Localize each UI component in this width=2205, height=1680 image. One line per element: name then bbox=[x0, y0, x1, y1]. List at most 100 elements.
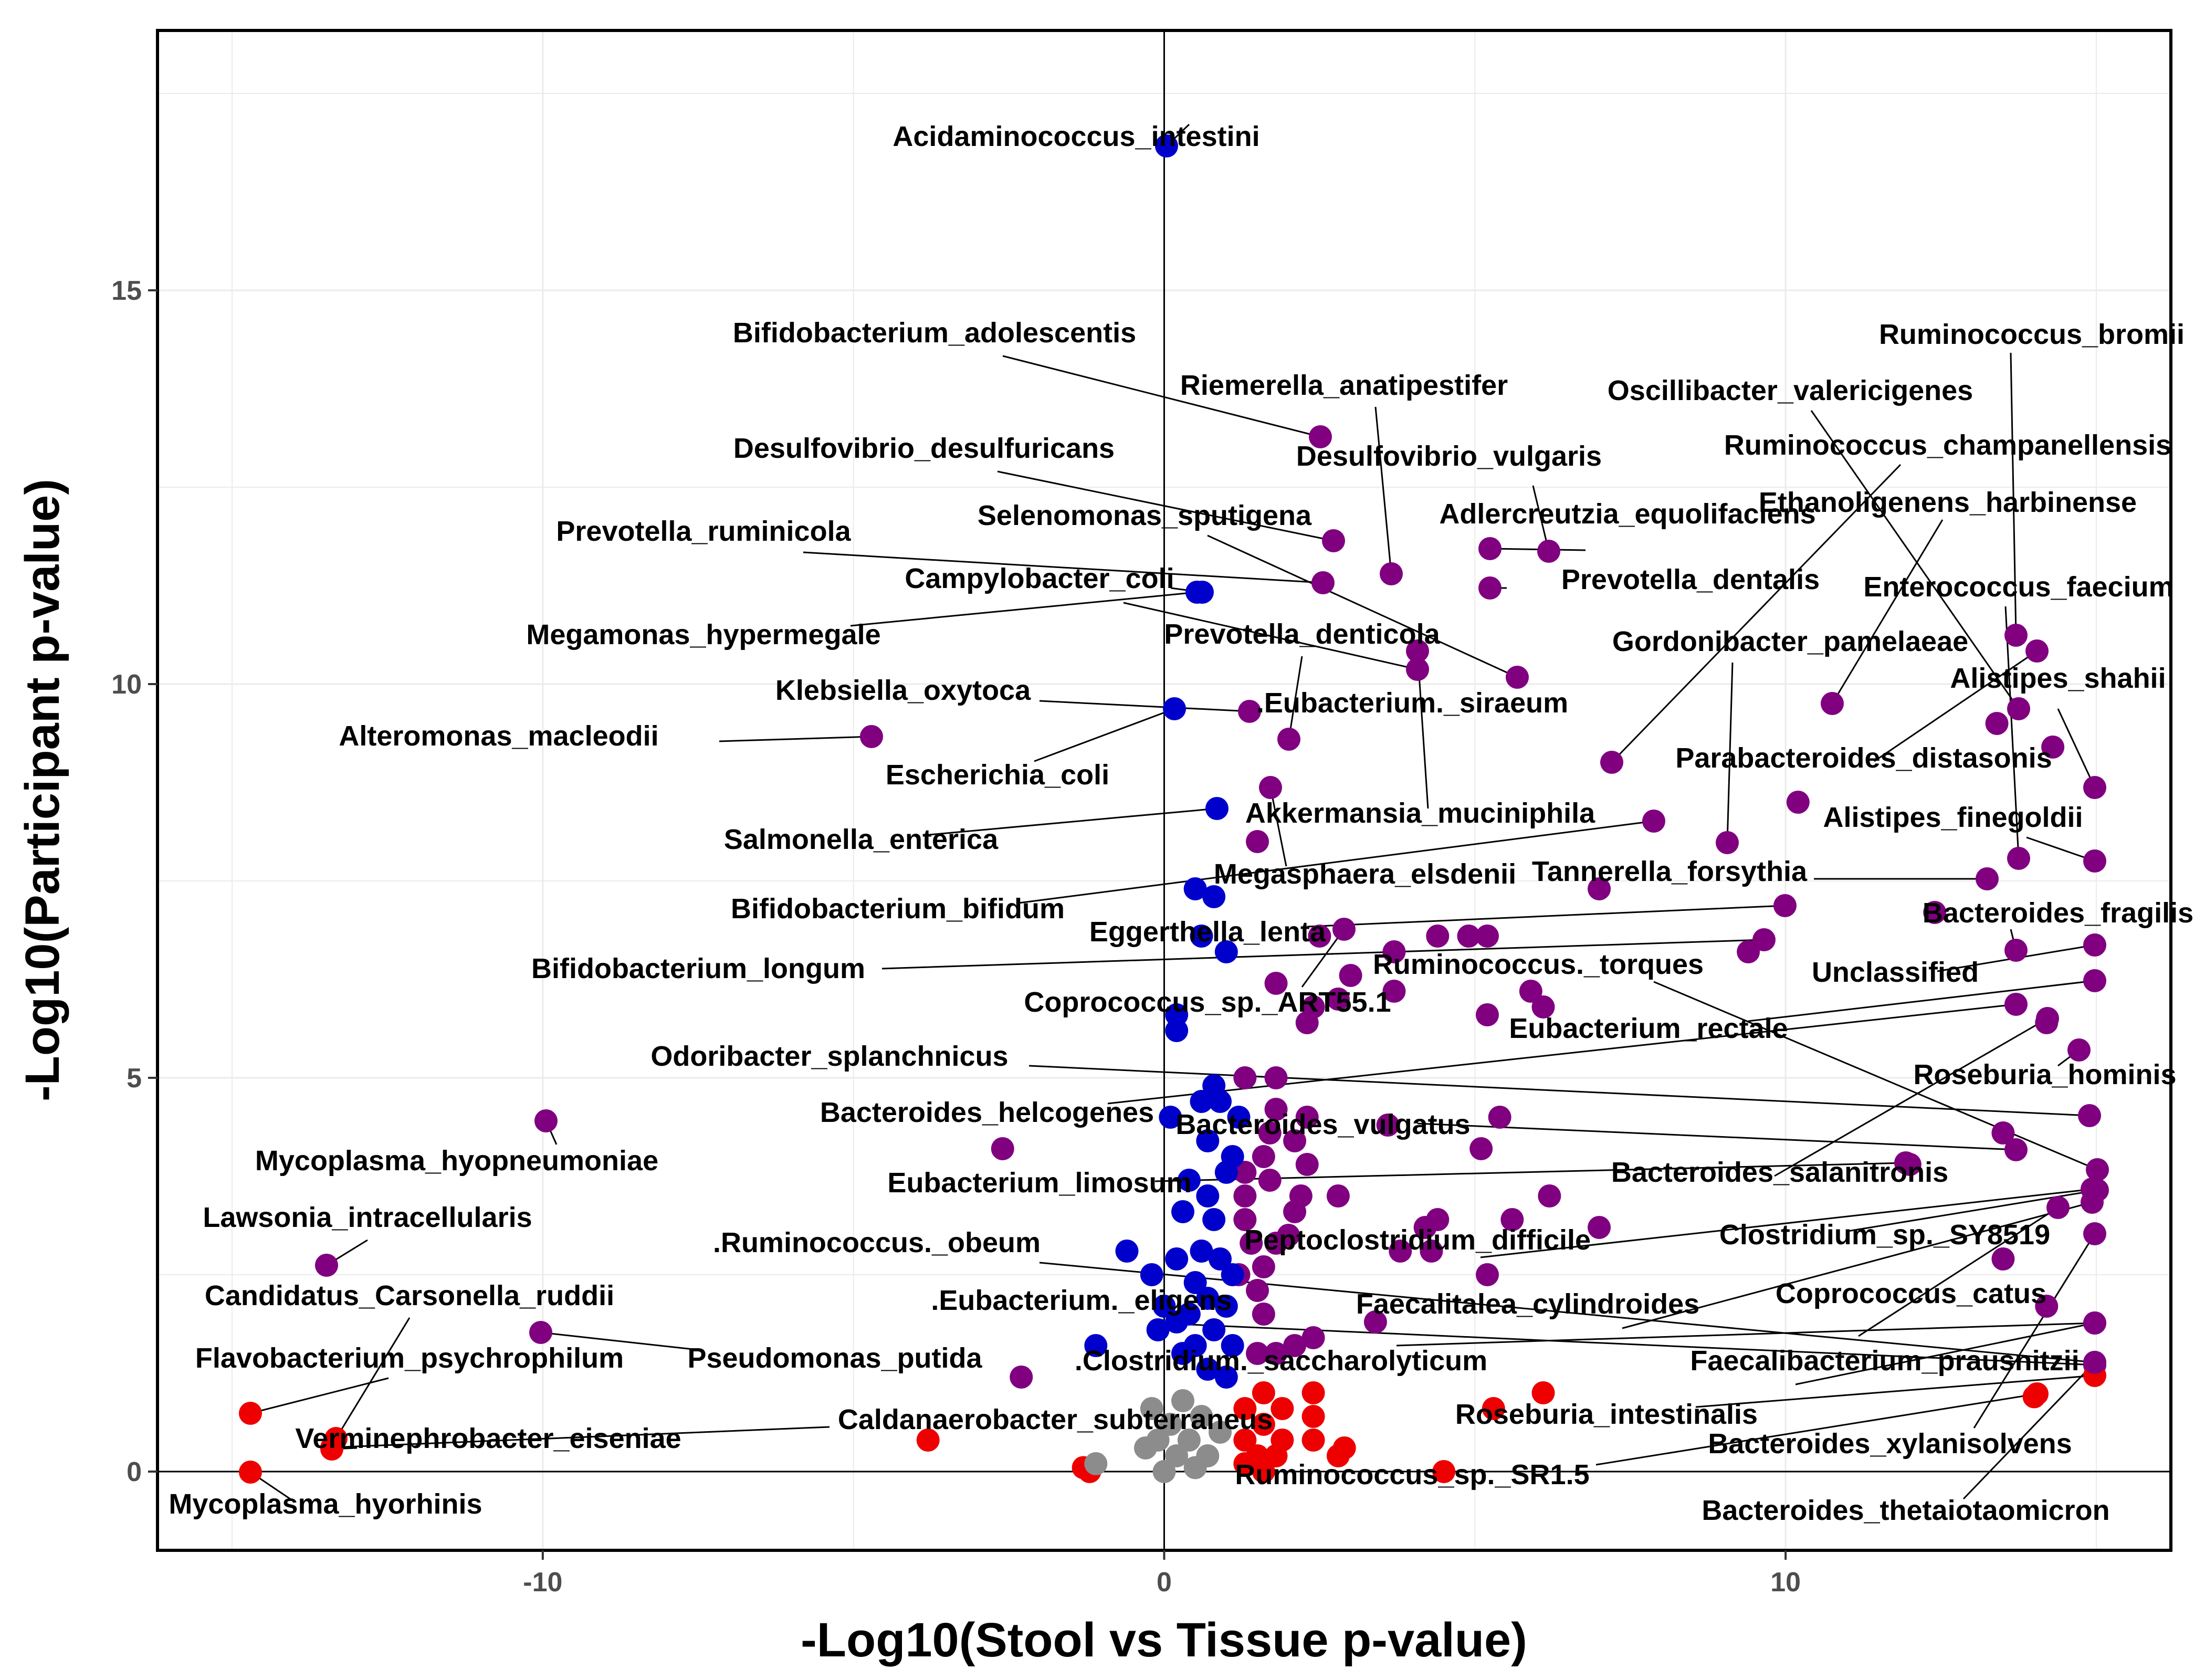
data-point bbox=[1240, 1232, 1263, 1255]
labeled-point bbox=[239, 1461, 262, 1484]
labeled-point bbox=[1163, 697, 1186, 720]
x-tick-label: 0 bbox=[1157, 1567, 1172, 1598]
data-point bbox=[1183, 1456, 1207, 1479]
point-label: Roseburia_hominis bbox=[1913, 1059, 2176, 1090]
leader-line bbox=[1858, 1206, 2059, 1337]
data-point bbox=[1177, 1429, 1201, 1452]
data-point bbox=[1283, 1334, 1307, 1357]
point-label: Coprococcus_sp._ART55.1 bbox=[1024, 986, 1391, 1018]
labeled-point bbox=[2086, 1158, 2109, 1181]
data-point bbox=[1301, 1326, 1325, 1349]
labeled-point bbox=[1205, 797, 1228, 820]
point-label: Unclassified bbox=[1812, 957, 1979, 988]
point-label: Oscillibacter_valericigenes bbox=[1608, 375, 1973, 406]
data-point bbox=[1233, 1452, 1257, 1475]
point-label: Bacteroides_xylanisolvens bbox=[1708, 1428, 2072, 1460]
data-point bbox=[1326, 988, 1350, 1011]
leader-line bbox=[1831, 519, 1944, 704]
point-label: Eggerthella_lenta bbox=[1089, 916, 1326, 948]
data-point bbox=[1233, 1397, 1257, 1420]
point-label: Bacteroides_helcogenes bbox=[820, 1097, 1154, 1128]
leader-line bbox=[1207, 534, 1518, 678]
point-label: Bifidobacterium_bifidum bbox=[731, 893, 1065, 925]
labeled-point bbox=[1322, 529, 1345, 552]
leader-line bbox=[1480, 1188, 2093, 1258]
labeled-point bbox=[1406, 658, 1429, 681]
leader-line bbox=[1301, 929, 1345, 988]
point-label: Desulfovibrio_desulfuricans bbox=[733, 433, 1115, 464]
data-point bbox=[1196, 1129, 1220, 1152]
point-label: Bacteroides_thetaiotaomicron bbox=[1702, 1495, 2109, 1526]
data-point bbox=[1133, 1436, 1157, 1460]
point-label: Salmonella_enterica bbox=[724, 824, 999, 855]
data-point bbox=[1482, 1397, 1505, 1420]
point-label: Bacteroides_salanitronis bbox=[1611, 1157, 1948, 1188]
data-point bbox=[1264, 1444, 1288, 1467]
labeled-point bbox=[1821, 692, 1844, 715]
point-label: Gordonibacter_pamelaeae bbox=[1612, 626, 1968, 657]
leader-line bbox=[250, 1377, 389, 1414]
data-point bbox=[1469, 1137, 1493, 1160]
labeled-point bbox=[2004, 939, 2028, 962]
data-point bbox=[1196, 1184, 1220, 1208]
data-point bbox=[1258, 1121, 1282, 1144]
data-point bbox=[1246, 1279, 1269, 1302]
data-point bbox=[991, 1137, 1014, 1160]
labeled-point bbox=[1894, 1151, 1917, 1174]
data-point bbox=[1209, 1421, 1232, 1444]
labeled-point bbox=[320, 1437, 343, 1461]
point-label: Odoribacter_splanchnicus bbox=[650, 1041, 1008, 1072]
leader-line bbox=[1374, 406, 1392, 574]
leader-line bbox=[1653, 981, 2098, 1171]
point-label: Caldanaerobacter_subterraneus bbox=[838, 1404, 1273, 1435]
data-point bbox=[1159, 1106, 1182, 1129]
point-label: Parabacteroides_distasonis bbox=[1675, 742, 2052, 774]
leader-line bbox=[1810, 410, 2020, 709]
point-label: Faecalitalea_cylindroides bbox=[1356, 1288, 1699, 1320]
point-label: .Eubacterium._siraeum bbox=[1256, 687, 1568, 719]
data-point bbox=[1152, 1295, 1176, 1318]
point-label: Prevotella_dentalis bbox=[1561, 564, 1820, 595]
leader-line bbox=[1795, 1322, 2095, 1385]
x-axis-title: -Log10(Stool vs Tissue p-value) bbox=[801, 1613, 1527, 1667]
labeled-point bbox=[2036, 1007, 2059, 1030]
data-point bbox=[1084, 1452, 1108, 1475]
labeled-point bbox=[1976, 867, 1999, 890]
point-label: Peptoclostridium_difficile bbox=[1244, 1224, 1591, 1256]
point-label: Alteromonas_macleodii bbox=[339, 720, 658, 752]
point-label: Selenomonas_sputigena bbox=[978, 500, 1312, 531]
data-point bbox=[1301, 1429, 1325, 1452]
labeled-point bbox=[2083, 933, 2106, 957]
data-point bbox=[2041, 736, 2065, 759]
data-point bbox=[1737, 940, 1760, 963]
data-point bbox=[1165, 1310, 1189, 1334]
leader-line bbox=[1774, 1017, 2048, 1177]
labeled-point bbox=[2046, 1196, 2070, 1219]
y-tick-label: 10 bbox=[111, 669, 142, 700]
data-point bbox=[1252, 1303, 1275, 1326]
axis-ticks: -10 0 10 0 5 10 15 bbox=[111, 276, 1801, 1598]
data-point bbox=[1190, 1240, 1213, 1263]
data-point bbox=[1221, 1334, 1244, 1357]
labeled-point bbox=[534, 1109, 558, 1132]
data-point bbox=[1233, 1184, 1257, 1208]
data-point bbox=[1115, 1240, 1139, 1263]
labeled-point bbox=[2067, 1038, 2091, 1062]
point-label: Candidatus_Carsonella_ruddii bbox=[205, 1280, 614, 1311]
data-point bbox=[1475, 1263, 1499, 1286]
data-point bbox=[1214, 1161, 1238, 1184]
leader-line bbox=[1288, 656, 1303, 740]
point-label: Ruminococcus_bromii bbox=[1879, 319, 2185, 350]
data-point bbox=[1202, 1208, 1226, 1231]
leader-line bbox=[1039, 1262, 2095, 1363]
data-point bbox=[1171, 1389, 1195, 1412]
leader-line bbox=[335, 1317, 411, 1439]
data-point bbox=[1301, 1381, 1325, 1404]
point-label: Campylobacter_coli bbox=[905, 563, 1174, 594]
data-point bbox=[1426, 925, 1450, 948]
point-label: Bifidobacterium_adolescentis bbox=[733, 317, 1136, 349]
leader-line bbox=[850, 591, 1198, 627]
labeled-point bbox=[1537, 540, 1560, 563]
leader-line bbox=[1396, 1322, 2095, 1347]
